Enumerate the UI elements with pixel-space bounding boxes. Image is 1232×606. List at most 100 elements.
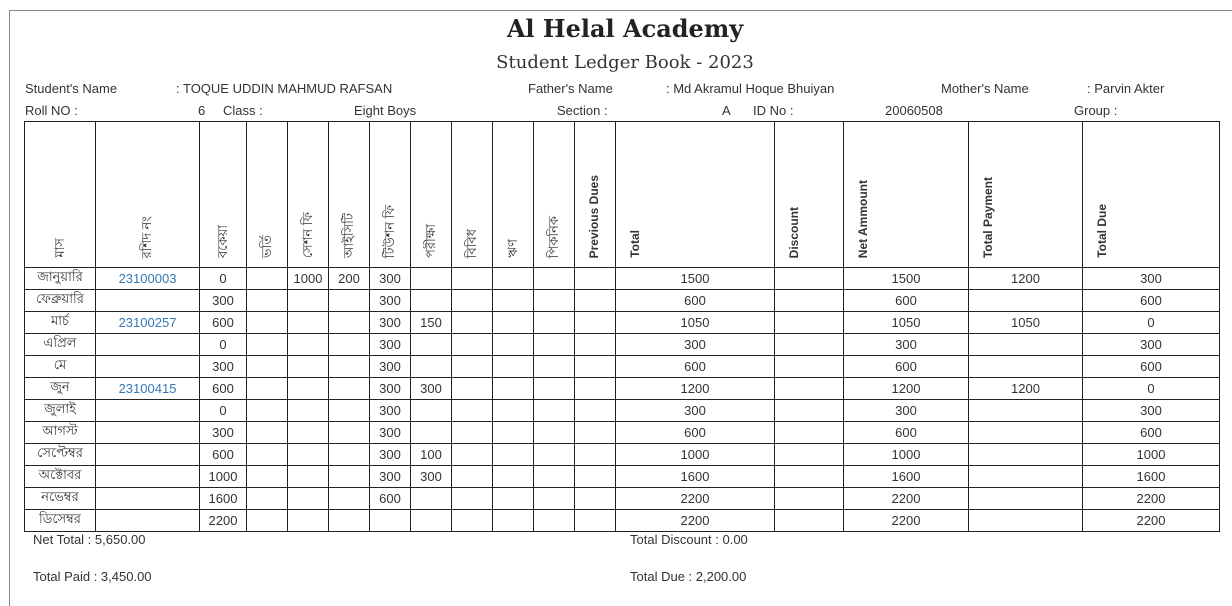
table-cell <box>451 509 493 532</box>
table-cell: 1600 <box>843 465 969 488</box>
table-cell <box>968 289 1083 312</box>
table-cell <box>533 267 575 290</box>
table-cell <box>451 289 493 312</box>
table-cell <box>246 465 288 488</box>
column-header-label: Net Ammount <box>856 179 870 258</box>
table-cell <box>369 509 411 532</box>
header-row: মাস রশিদ নং বকেয়া ভর্তি সেশন ফি আইসিটি টিউশন … <box>24 121 1220 268</box>
table-cell: 1050 <box>968 311 1083 334</box>
mother-name: : Parvin Akter <box>1087 81 1165 96</box>
father-name-label: Father's Name <box>528 81 613 96</box>
section-label: Section : <box>557 103 608 118</box>
table-cell <box>574 355 616 378</box>
table-cell: 2200 <box>615 487 775 510</box>
id-label: ID No : <box>753 103 794 118</box>
column-header: বিবিধ <box>451 121 493 268</box>
table-cell <box>328 289 370 312</box>
table-row: ফেব্রুয়ারি 300 300 600 600 600 <box>24 289 1220 312</box>
table-cell: 2200 <box>843 487 969 510</box>
table-cell: 2200 <box>615 509 775 532</box>
table-cell <box>328 487 370 510</box>
mother-name-label: Mother's Name <box>941 81 1029 96</box>
table-cell <box>410 333 452 356</box>
table-cell: 1000 <box>615 443 775 466</box>
table-cell <box>774 289 844 312</box>
table-cell <box>492 443 534 466</box>
table-cell <box>774 509 844 532</box>
table-cell: মে <box>24 355 96 378</box>
column-header-label: পিকনিক <box>545 215 561 258</box>
table-cell <box>774 443 844 466</box>
table-cell <box>410 289 452 312</box>
table-cell <box>287 443 329 466</box>
column-header: ঋণ <box>492 121 534 268</box>
receipt-link[interactable]: 23100003 <box>95 267 200 290</box>
table-cell <box>574 509 616 532</box>
table-cell <box>95 443 200 466</box>
table-cell <box>492 509 534 532</box>
class-label: Class : <box>223 103 263 118</box>
table-cell: 300 <box>369 355 411 378</box>
father-name: : Md Akramul Hoque Bhuiyan <box>666 81 835 96</box>
table-cell: 300 <box>369 333 411 356</box>
table-cell <box>492 421 534 444</box>
table-cell <box>774 399 844 422</box>
table-cell <box>328 421 370 444</box>
table-cell <box>246 399 288 422</box>
table-cell <box>451 465 493 488</box>
table-cell: ডিসেম্বর <box>24 509 96 532</box>
table-cell <box>287 355 329 378</box>
table-cell <box>533 399 575 422</box>
table-cell <box>246 267 288 290</box>
table-cell: 600 <box>843 355 969 378</box>
table-cell: 600 <box>369 487 411 510</box>
table-cell <box>95 487 200 510</box>
table-cell <box>451 399 493 422</box>
column-header-label: বকেয়া <box>214 225 230 258</box>
table-cell <box>328 377 370 400</box>
table-cell: 600 <box>843 421 969 444</box>
table-cell: 0 <box>199 267 247 290</box>
table-cell: 300 <box>1082 333 1220 356</box>
table-cell <box>574 465 616 488</box>
column-header: রশিদ নং <box>95 121 200 268</box>
roll-label: Roll NO : <box>25 103 78 118</box>
table-cell <box>492 289 534 312</box>
table-cell <box>533 465 575 488</box>
table-cell <box>451 311 493 334</box>
table-cell <box>95 289 200 312</box>
table-cell <box>287 487 329 510</box>
column-header: Total <box>615 121 775 268</box>
receipt-link[interactable]: 23100257 <box>95 311 200 334</box>
id-value: 20060508 <box>885 103 943 118</box>
table-cell <box>492 333 534 356</box>
table-cell <box>410 487 452 510</box>
table-cell <box>410 355 452 378</box>
student-name-label: Student's Name <box>25 81 118 96</box>
column-header-label: সেশন ফি <box>299 211 315 258</box>
table-cell <box>287 399 329 422</box>
table-cell <box>968 355 1083 378</box>
table-cell: জানুয়ারি <box>24 267 96 290</box>
receipt-link[interactable]: 23100415 <box>95 377 200 400</box>
ledger-page <box>9 10 1232 606</box>
table-cell <box>287 377 329 400</box>
table-cell: 1200 <box>843 377 969 400</box>
table-cell: 300 <box>410 377 452 400</box>
table-cell: 300 <box>369 289 411 312</box>
table-cell <box>492 377 534 400</box>
table-cell <box>287 311 329 334</box>
column-header: পরীক্ষা <box>410 121 452 268</box>
table-cell: 200 <box>328 267 370 290</box>
table-cell: 0 <box>1082 377 1220 400</box>
table-cell: 1000 <box>287 267 329 290</box>
table-cell <box>246 333 288 356</box>
table-row: নভেম্বর 1600 600 2200 2200 2200 <box>24 487 1220 510</box>
table-cell: 2200 <box>199 509 247 532</box>
table-cell <box>492 399 534 422</box>
table-cell <box>287 333 329 356</box>
table-cell <box>492 311 534 334</box>
table-cell <box>774 355 844 378</box>
table-cell: 600 <box>199 443 247 466</box>
table-cell <box>533 377 575 400</box>
